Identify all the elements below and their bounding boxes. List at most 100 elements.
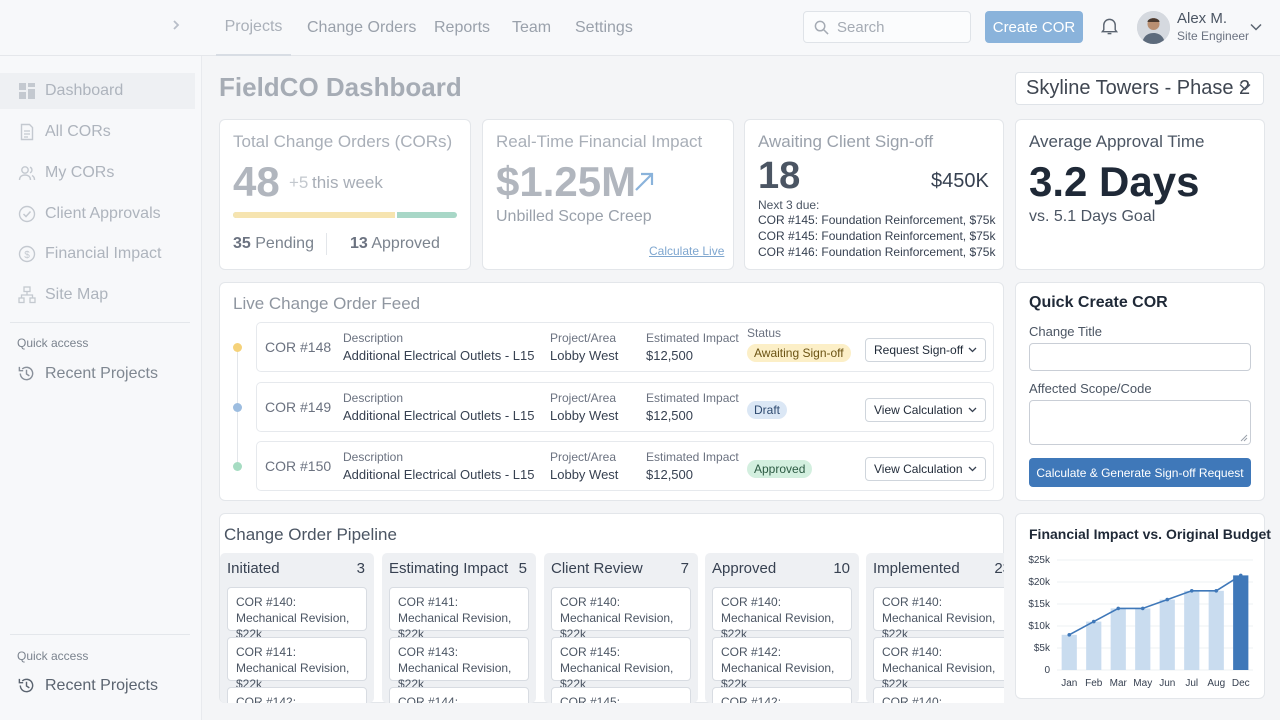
- sidebar-collapse-icon[interactable]: [172, 18, 180, 36]
- pipeline-card-item[interactable]: COR #145: Mechanical Revision, $22k: [551, 637, 691, 691]
- pending-count: 35 Pending: [233, 235, 314, 252]
- pipeline-card-item[interactable]: COR #143: Mechanical Revision, $22k: [389, 637, 529, 691]
- scope-textarea[interactable]: [1029, 400, 1251, 445]
- feed-row[interactable]: COR #150 Description Additional Electric…: [256, 441, 994, 491]
- column-title: Approved: [712, 560, 777, 577]
- search-input[interactable]: Search: [803, 11, 971, 43]
- pipeline-card-item[interactable]: COR #140: Mechanical Revision, $22k: [873, 687, 1004, 703]
- due-item[interactable]: COR #146: Foundation Reinforcement, $75k: [758, 245, 996, 259]
- chevron-down-icon[interactable]: [1250, 18, 1262, 36]
- x-tick-label: Jan: [1061, 678, 1077, 689]
- approval-goal: vs. 5.1 Days Goal: [1029, 208, 1156, 225]
- chevron-down-icon: [1239, 83, 1251, 91]
- status-dot: [233, 462, 242, 471]
- cor-id: COR #149: [265, 399, 332, 415]
- calculate-live-link[interactable]: Calculate Live: [649, 244, 725, 258]
- data-point: [1140, 606, 1145, 611]
- view-calculation-button[interactable]: View Calculation: [865, 457, 986, 481]
- impact-label: Estimated Impact: [646, 450, 739, 464]
- scope-label: Affected Scope/Code: [1029, 381, 1152, 396]
- svg-text:$: $: [24, 250, 30, 261]
- sidebar: [0, 56, 202, 720]
- y-tick-label: $25k: [1028, 555, 1051, 566]
- dollar-icon: $: [18, 245, 36, 263]
- bell-icon[interactable]: [1100, 16, 1119, 41]
- sidebar-item-site-map[interactable]: Site Map: [0, 277, 195, 313]
- description-label: Description: [343, 331, 404, 345]
- calculate-generate-button[interactable]: Calculate & Generate Sign-off Request: [1029, 458, 1251, 487]
- description-value: Additional Electrical Outlets - L15: [343, 467, 535, 482]
- nav-reports[interactable]: Reports: [434, 19, 491, 36]
- card-title: Awaiting Client Sign-off: [758, 132, 934, 151]
- quick-access-label: Quick access: [17, 336, 89, 350]
- search-placeholder: Search: [837, 18, 885, 36]
- feed-row[interactable]: COR #149 Description Additional Electric…: [256, 382, 994, 432]
- pipeline-card-item[interactable]: COR #140: Mechanical Revision, $22k: [227, 587, 367, 641]
- pipeline-board: Initiated 3 COR #140: Mechanical Revisio…: [219, 513, 1004, 703]
- request-signoff-button[interactable]: Request Sign-off: [865, 338, 986, 362]
- sidebar-item-my-cors[interactable]: My CORs: [0, 155, 195, 191]
- pipeline-card-item[interactable]: COR #142: Mechanical Revision, $22k: [712, 637, 852, 691]
- status-badge: Approved: [747, 460, 813, 478]
- chart-bar: [1086, 621, 1102, 670]
- data-point: [1165, 597, 1170, 602]
- nav-team[interactable]: Team: [512, 19, 552, 36]
- due-item[interactable]: COR #145: Foundation Reinforcement, $75k: [758, 229, 996, 243]
- check-circle-icon: [18, 205, 36, 223]
- user-name[interactable]: Alex M.: [1177, 10, 1228, 27]
- description-label: Description: [343, 450, 404, 464]
- pipeline-card-item[interactable]: COR #141: Mechanical Revision, $22k: [389, 587, 529, 641]
- resize-handle-icon[interactable]: [1240, 434, 1248, 442]
- create-cor-button[interactable]: Create COR: [985, 11, 1083, 43]
- total-cors-card: [219, 119, 471, 270]
- pending-fill: [233, 212, 397, 218]
- pipeline-column-initiated: Initiated 3 COR #140: Mechanical Revisio…: [220, 553, 374, 703]
- pipeline-card-item[interactable]: COR #140: Mechanical Revision, $22k: [873, 587, 1004, 641]
- column-title: Initiated: [227, 560, 280, 577]
- recent-projects-link[interactable]: Recent Projects: [17, 364, 158, 383]
- pipeline-card-item[interactable]: COR #141: Mechanical Revision, $22k: [227, 637, 367, 691]
- feed-row[interactable]: COR #148 Description Additional Electric…: [256, 322, 994, 372]
- avatar[interactable]: [1137, 11, 1170, 44]
- financial-impact-card: [482, 119, 734, 270]
- view-calculation-button[interactable]: View Calculation: [865, 398, 986, 422]
- change-title-input[interactable]: [1029, 343, 1251, 371]
- sidebar-divider: [10, 322, 190, 323]
- sidebar-item-financial-impact[interactable]: $ Financial Impact: [0, 236, 195, 272]
- pipeline-card-item[interactable]: COR #142: Mechanical Revision, $22k: [227, 687, 367, 703]
- document-icon: [20, 123, 34, 141]
- total-cors-value: 48: [233, 158, 280, 205]
- y-tick-label: 0: [1044, 665, 1050, 676]
- nav-settings[interactable]: Settings: [575, 19, 633, 36]
- sidebar-item-label: Financial Impact: [45, 245, 162, 262]
- sidebar-item-client-approvals[interactable]: Client Approvals: [0, 196, 195, 232]
- sidebar-item-label: Dashboard: [45, 82, 124, 99]
- pipeline-card-item[interactable]: COR #145: Mechanical Revision, $22k: [551, 687, 691, 703]
- project-value: Lobby West: [550, 348, 619, 363]
- column-title: Implemented: [873, 560, 960, 577]
- card-title: Total Change Orders (CORs): [233, 132, 453, 151]
- pipeline-card-item[interactable]: COR #144: Mechanical Revision, $22k: [389, 687, 529, 703]
- project-value: Lobby West: [550, 467, 619, 482]
- pipeline-card-item[interactable]: COR #140: Mechanical Revision, $22k: [551, 587, 691, 641]
- nav-change-orders[interactable]: Change Orders: [307, 19, 417, 36]
- project-selector[interactable]: Skyline Towers - Phase 2: [1015, 72, 1264, 105]
- status-dot: [233, 343, 242, 352]
- status-badge: Draft: [747, 401, 788, 419]
- pipeline-card-item[interactable]: COR #140: Mechanical Revision, $22k: [712, 587, 852, 641]
- sidebar-item-dashboard[interactable]: Dashboard: [0, 73, 195, 109]
- due-item[interactable]: COR #145: Foundation Reinforcement, $75k: [758, 213, 996, 227]
- chevron-down-icon: [968, 407, 977, 413]
- pipeline-column-client-review: Client Review 7 COR #140: Mechanical Rev…: [544, 553, 698, 703]
- sidebar-item-all-cors[interactable]: All CORs: [0, 114, 195, 150]
- card-title: Live Change Order Feed: [233, 294, 421, 313]
- pipeline-card-item[interactable]: COR #142: Mechanical Revision, $22k: [712, 687, 852, 703]
- pipeline-card-item[interactable]: COR #140: Mechanical Revision, $22k: [873, 637, 1004, 691]
- next-due-label: Next 3 due:: [758, 198, 820, 212]
- history-icon: [18, 678, 34, 693]
- recent-projects-link[interactable]: Recent Projects: [17, 676, 158, 695]
- chart-bar: [1110, 608, 1126, 670]
- nav-projects[interactable]: Projects: [216, 0, 291, 56]
- sidebar-item-label: Client Approvals: [45, 205, 161, 222]
- awaiting-value: 18: [758, 155, 801, 197]
